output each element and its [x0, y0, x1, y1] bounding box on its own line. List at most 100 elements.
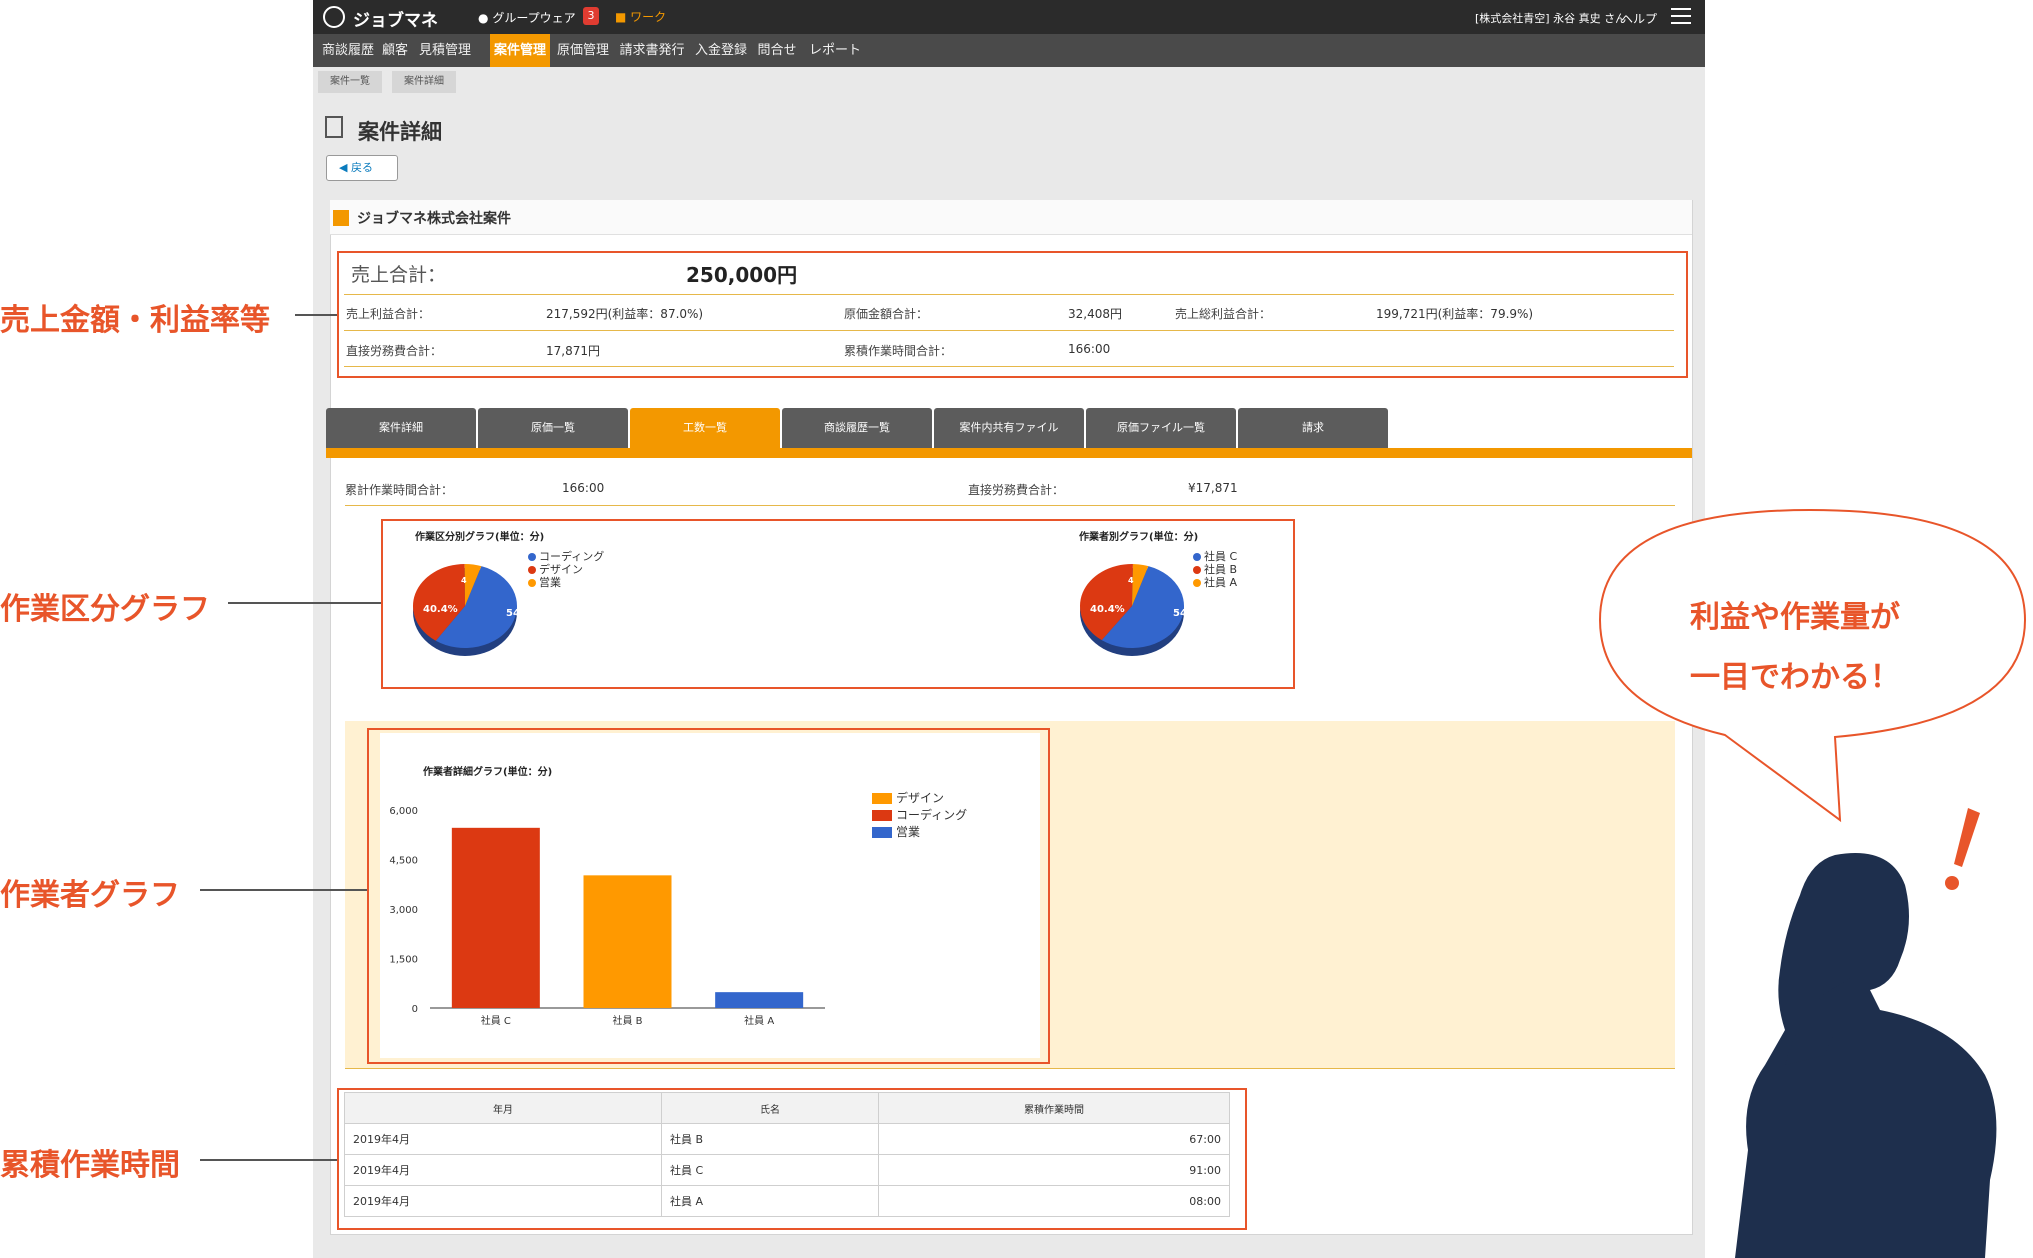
hours-total-label: 累積作業時間合計：	[844, 344, 953, 358]
bar-chart: 6,000 4,500 3,000 1,500 0 社員 C 社員 B 社員 A	[389, 806, 825, 1027]
pie-label: 4	[1128, 576, 1134, 585]
user-name[interactable]: [株式会社青空] 永谷 真史 さん	[1475, 12, 1627, 25]
workload-labor-value: ¥17,871	[1188, 481, 1238, 495]
bubble-text-line2: 一目でわかる！	[1690, 660, 1900, 695]
nav-item[interactable]: 入金登録	[694, 43, 747, 58]
callout-sales: 売上金額・利益率等	[0, 303, 270, 338]
nav-item[interactable]: レポート	[808, 43, 861, 58]
callout-cumulative: 累積作業時間	[0, 1148, 180, 1183]
pie-label: 40.4%	[1090, 604, 1125, 615]
y-tick-label: 6,000	[389, 806, 418, 817]
project-header	[330, 200, 1692, 235]
highlight-pie-box	[381, 519, 1295, 689]
pie-legend: コーディング デザイン 営業	[528, 550, 604, 589]
column-header[interactable]: 累積作業時間	[878, 1092, 1230, 1124]
bar-chart-title: 作業者詳細グラフ(単位：分)	[423, 767, 553, 778]
back-label: 戻る	[350, 161, 373, 174]
project-marker-icon	[333, 210, 349, 226]
cost-total-value: 32,408円	[1068, 307, 1122, 321]
nav-item[interactable]: 商談履歴	[321, 43, 374, 58]
main-nav: 商談履歴 顧客 見積管理 案件管理 原価管理 請求書発行 入金登録 問合せ レポ…	[313, 34, 1705, 67]
back-button[interactable]: ◀ 戻る	[326, 155, 398, 181]
legend-item: コーディング	[872, 807, 967, 824]
bar	[451, 827, 540, 1008]
history-table: 年月 氏名 累積作業時間 2019年4月 社員 B 67:00 2019年4月 …	[344, 1092, 1230, 1217]
legend-swatch	[1193, 553, 1201, 561]
pie-chart-worker: 40.4% 54 4	[1080, 564, 1187, 656]
legend-item: デザイン	[872, 790, 967, 807]
nav-item[interactable]: 請求書発行	[619, 43, 685, 58]
pie-label: 40.4%	[423, 604, 458, 615]
nav-item[interactable]: 見積管理	[418, 43, 471, 58]
groupware-label: グループウェア	[492, 11, 576, 25]
workload-labor-label: 直接労務費合計：	[968, 483, 1065, 497]
legend-swatch	[872, 810, 892, 821]
column-header[interactable]: 氏名	[661, 1092, 879, 1124]
breadcrumb-item: 案件詳細	[392, 71, 456, 93]
top-bar: ジョブマネ ● グループウェア 3 ■ ワーク [株式会社青空] 永谷 真史 さ…	[313, 0, 1705, 34]
exclamation-icon	[1945, 808, 1980, 890]
table-cell: 社員 C	[661, 1154, 879, 1186]
column-header[interactable]: 年月	[344, 1092, 662, 1124]
back-arrow-icon: ◀	[339, 161, 348, 174]
pie-title: 作業者別グラフ(単位：分)	[1079, 532, 1199, 543]
tab-shared-files[interactable]: 案件内共有ファイル	[934, 408, 1084, 448]
bar	[715, 992, 804, 1008]
briefcase-icon: ■	[615, 10, 627, 24]
nav-item[interactable]: 原価管理	[556, 43, 609, 58]
y-tick-label: 3,000	[389, 905, 418, 916]
bubble-text-line1: 利益や作業量が	[1690, 600, 1900, 635]
project-name: ジョブマネ株式会社案件	[357, 211, 511, 227]
callout-connector	[295, 314, 337, 316]
work-link[interactable]: ■ ワーク	[615, 8, 666, 25]
table-cell: 08:00	[878, 1185, 1230, 1217]
bar	[583, 875, 672, 1008]
breadcrumb-item[interactable]: 案件一覧	[318, 71, 382, 93]
labor-cost-label: 直接労務費合計：	[346, 344, 443, 358]
legend-item: 社員 C	[1193, 550, 1237, 563]
total-profit-label: 売上総利益合計：	[1175, 307, 1272, 321]
nav-item[interactable]: 顧客	[381, 43, 408, 58]
highlight-history-box	[337, 1088, 1247, 1230]
legend-item: 社員 A	[1193, 576, 1237, 589]
x-tick-label: 社員 C	[481, 1014, 511, 1027]
nav-item-active[interactable]: 案件管理	[490, 34, 550, 67]
menu-icon[interactable]	[1671, 8, 1691, 24]
bar-legend: デザイン コーディング 営業	[872, 790, 967, 841]
table-cell: 社員 A	[661, 1185, 879, 1217]
table-row: 2019年4月 社員 A 08:00	[344, 1185, 1230, 1217]
tab-underline	[326, 448, 1692, 458]
callout-connector	[228, 602, 381, 604]
legend-item: コーディング	[528, 550, 604, 563]
notification-badge[interactable]: 3	[583, 7, 599, 25]
pie-legend: 社員 C 社員 B 社員 A	[1193, 550, 1237, 589]
app-logo[interactable]: ジョブマネ	[353, 11, 438, 31]
tab-cost-list[interactable]: 原価一覧	[478, 408, 628, 448]
cost-total-label: 原価金額合計：	[844, 307, 929, 321]
callout-connector	[200, 889, 367, 891]
gross-profit-label: 売上利益合計：	[346, 307, 431, 321]
legend-item: 営業	[528, 576, 604, 589]
nav-item[interactable]: 問合せ	[757, 43, 797, 58]
divider	[345, 505, 1675, 506]
user-icon: ●	[478, 11, 489, 25]
tab-workload-list[interactable]: 工数一覧	[630, 408, 780, 448]
pie-label: 54	[1173, 608, 1187, 619]
groupware-link[interactable]: ● グループウェア	[478, 9, 576, 26]
y-tick-label: 4,500	[389, 856, 418, 867]
tab-negotiation-history[interactable]: 商談履歴一覧	[782, 408, 932, 448]
tab-billing[interactable]: 請求	[1238, 408, 1388, 448]
tab-project-detail[interactable]: 案件詳細	[326, 408, 476, 448]
legend-item: 営業	[872, 824, 967, 841]
legend-item: 社員 B	[1193, 563, 1237, 576]
x-tick-label: 社員 B	[612, 1014, 642, 1027]
document-icon	[325, 116, 343, 138]
pie-chart-category: 40.4% 54 4	[413, 564, 520, 656]
total-profit-value: 199,721円(利益率：79.9%)	[1376, 307, 1534, 321]
help-link[interactable]: ヘルプ	[1621, 12, 1658, 26]
x-tick-label: 社員 A	[744, 1014, 774, 1027]
tab-cost-files[interactable]: 原価ファイル一覧	[1086, 408, 1236, 448]
history-table-wrap: 年月 氏名 累積作業時間 2019年4月 社員 B 67:00 2019年4月 …	[344, 1092, 1230, 1217]
callout-category-graph: 作業区分グラフ	[0, 592, 210, 627]
callout-worker-graph: 作業者グラフ	[0, 878, 180, 913]
